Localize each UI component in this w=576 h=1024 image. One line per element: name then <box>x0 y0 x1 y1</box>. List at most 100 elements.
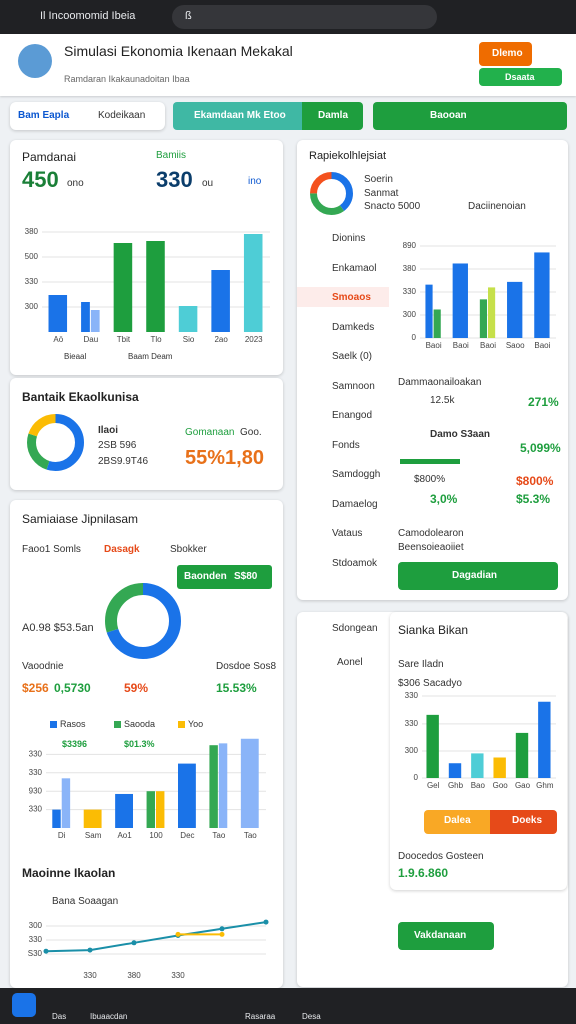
point <box>131 940 137 946</box>
text: Samnoon <box>332 380 375 392</box>
y-tick-label: 330 <box>29 768 43 777</box>
x-tick-label: Ao1 <box>117 831 132 840</box>
y-tick-label: 330 <box>29 935 43 944</box>
simulate-button[interactable] <box>177 565 272 589</box>
bar <box>538 701 551 778</box>
x-tick-label: Dec <box>180 831 194 840</box>
text: ono <box>67 178 84 189</box>
text: Gomanaan <box>185 427 235 438</box>
tab-group <box>10 102 165 130</box>
y-tick-label: 300 <box>403 310 417 319</box>
text: Kodeikaan <box>98 110 146 121</box>
bar <box>81 302 90 332</box>
text: Dionins <box>332 233 366 244</box>
bar <box>90 310 100 332</box>
detail-button[interactable] <box>398 922 494 950</box>
tab[interactable] <box>302 102 363 130</box>
text: Damla <box>318 110 349 121</box>
y-tick-label: 500 <box>25 252 39 261</box>
chart <box>27 414 84 471</box>
home-icon[interactable] <box>12 993 36 1017</box>
text: Aonel <box>337 657 363 668</box>
address-bar[interactable] <box>172 5 437 29</box>
x-tick-label: Baoi <box>426 341 442 350</box>
text: Yoo <box>188 719 204 729</box>
text: Bamiis <box>156 150 187 161</box>
text: Saooda <box>124 719 156 729</box>
text: Sianka Bikan <box>398 623 469 637</box>
point <box>219 931 225 937</box>
report-card <box>297 140 568 600</box>
text: Rapiekolhlejsiat <box>309 150 387 162</box>
text: Maoinne Ikaolan <box>22 866 116 880</box>
bar <box>471 753 484 778</box>
x-tick-label: 100 <box>149 831 163 840</box>
legend-swatch <box>178 721 185 728</box>
donut-segment <box>310 172 353 215</box>
text: Bantaik Ekaolkunisa <box>22 390 139 404</box>
text: Faoo1 Somls <box>22 544 81 555</box>
text: Stdoamok <box>332 557 378 569</box>
text: Baam Deam <box>128 352 173 361</box>
text: Saelk (0) <box>332 351 373 362</box>
text: 330 <box>156 167 193 192</box>
x-tick-label: Di <box>58 831 66 840</box>
report-button[interactable] <box>398 562 558 590</box>
chart: 0 300 330 330 Gel Ghb Bao Goo Gao Ghm <box>405 691 556 790</box>
bar <box>61 778 71 828</box>
bar <box>493 757 506 778</box>
text: Rasaraa <box>245 1012 276 1021</box>
y-tick-label: 890 <box>403 241 417 250</box>
bar <box>433 309 441 338</box>
y-tick-label: 330 <box>403 287 417 296</box>
secondary-button[interactable] <box>479 68 562 86</box>
text: Doeks <box>512 815 543 826</box>
text: 12.5k <box>430 395 455 406</box>
line <box>45 921 267 953</box>
text: 450 <box>22 167 59 192</box>
y-tick-label: 300 <box>29 921 43 930</box>
primary-button[interactable] <box>479 42 532 66</box>
x-tick-label: Tao <box>244 831 257 840</box>
x-tick-label: Gao <box>515 781 531 790</box>
bar <box>178 763 196 828</box>
bar <box>211 270 230 332</box>
x-tick-label: Sio <box>183 335 195 344</box>
point <box>263 919 269 925</box>
text: Vakdanaan <box>414 930 467 941</box>
legend-swatch <box>114 721 121 728</box>
text: 3,0% <box>430 492 458 506</box>
text: 55%1,80 <box>185 447 264 469</box>
text: Baooan <box>430 110 467 121</box>
y-tick-label: 300 <box>25 302 39 311</box>
text: Das <box>52 1012 67 1021</box>
toggle[interactable] <box>490 810 557 834</box>
tab[interactable] <box>173 102 302 130</box>
donut-segment <box>310 172 353 215</box>
text: Ilaoi <box>98 425 119 436</box>
text: Ekamdaan Mk Etoo <box>194 110 286 121</box>
bar <box>52 809 61 828</box>
y-tick-label: 330 <box>29 750 43 759</box>
text: Snacto 5000 <box>364 201 421 212</box>
text: ou <box>202 178 214 189</box>
y-tick-label: S30 <box>28 949 43 958</box>
text: Dlemo <box>492 48 523 59</box>
text: Simulasi Ekonomia Ikenaan Mekakal <box>64 43 293 59</box>
text: Goo. <box>240 427 262 438</box>
text: Fonds <box>332 439 360 451</box>
bar <box>243 234 263 332</box>
legend-swatch <box>50 721 57 728</box>
text: Bana Soaagan <box>52 896 119 907</box>
x-tick-label: 330 <box>83 971 97 980</box>
bar <box>479 299 487 338</box>
x-tick-label: 380 <box>127 971 141 980</box>
text: Beensoieaoiiet <box>398 542 464 553</box>
text: 2BS9.9T46 <box>98 456 149 467</box>
donut-segment <box>105 583 181 659</box>
tab[interactable] <box>373 102 567 130</box>
x-tick-label: 2023 <box>245 335 263 344</box>
bar <box>488 287 496 338</box>
toggle[interactable] <box>424 810 490 834</box>
chart <box>105 583 181 659</box>
